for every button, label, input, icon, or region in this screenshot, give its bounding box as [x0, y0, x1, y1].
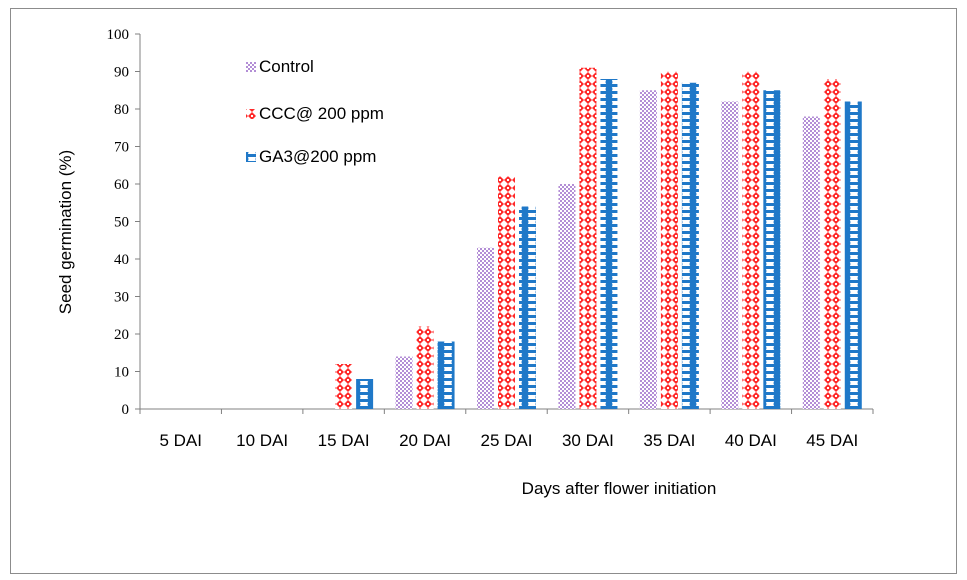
legend-swatch: [246, 109, 256, 119]
bar-control: [395, 356, 413, 409]
x-tick-label: 10 DAI: [236, 431, 288, 450]
bar-ccc: [742, 71, 760, 409]
x-tick-label: 25 DAI: [481, 431, 533, 450]
bar-ccc: [335, 364, 353, 409]
legend-label: CCC@ 200 ppm: [259, 104, 384, 123]
bar-control: [721, 101, 739, 409]
y-tick-label: 20: [114, 327, 129, 343]
y-tick-label: 40: [114, 252, 129, 268]
bar-ccc: [498, 176, 515, 409]
bar-ccc: [823, 79, 841, 409]
x-tick-label: 5 DAI: [159, 431, 202, 450]
y-tick-label: 80: [114, 102, 129, 118]
y-tick-label: 70: [114, 140, 129, 156]
bar-ga3: [519, 206, 536, 409]
y-tick-label: 30: [114, 290, 129, 306]
legend-swatch: [246, 152, 256, 162]
y-tick-label: 0: [122, 402, 130, 418]
bar-control: [477, 247, 494, 409]
bar-control: [558, 184, 576, 409]
bar-ga3: [681, 82, 699, 409]
y-tick-label: 10: [114, 365, 129, 381]
bar-control: [802, 116, 820, 409]
y-axis-title: Seed germination (%): [56, 150, 75, 314]
bar-ccc: [660, 71, 678, 409]
x-axis-title: Days after flower initiation: [522, 479, 717, 498]
y-tick-label: 50: [114, 215, 129, 231]
x-tick-label: 45 DAI: [806, 431, 858, 450]
bar-ga3: [844, 101, 862, 409]
bar-ga3: [437, 341, 455, 409]
y-tick-label: 90: [114, 65, 129, 81]
legend-label: Control: [259, 57, 314, 76]
x-tick-label: 30 DAI: [562, 431, 614, 450]
bar-ga3: [600, 79, 618, 409]
legend-label: GA3@200 ppm: [259, 147, 376, 166]
legend-swatch: [246, 62, 256, 72]
bar-control: [639, 90, 657, 409]
x-tick-label: 15 DAI: [318, 431, 370, 450]
x-tick-label: 35 DAI: [643, 431, 695, 450]
bar-ccc: [416, 326, 434, 409]
bar-ga3: [763, 90, 781, 409]
y-tick-label: 100: [107, 27, 130, 43]
bar-ccc: [579, 67, 597, 409]
x-tick-label: 40 DAI: [725, 431, 777, 450]
x-tick-label: 20 DAI: [399, 431, 451, 450]
bar-ga3: [356, 379, 374, 409]
y-tick-label: 60: [114, 177, 129, 193]
